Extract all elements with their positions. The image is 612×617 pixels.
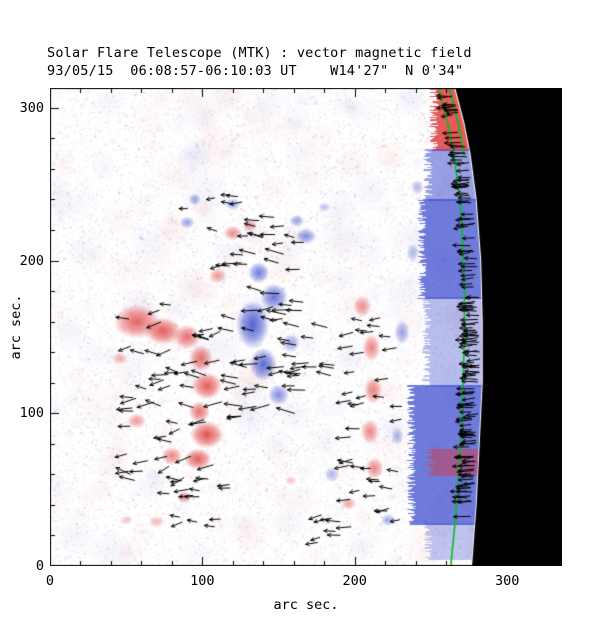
plot-title: Solar Flare Telescope (MTK) : vector mag…: [47, 45, 472, 61]
x-tick-label: 0: [45, 573, 55, 589]
x-tick-label: 200: [342, 573, 367, 589]
y-axis-label: arc sec.: [8, 294, 24, 360]
plot-subtitle: 93/05/15 06:08:57-06:10:03 UT W14'27" N …: [47, 63, 464, 79]
y-tick-label: 200: [19, 252, 44, 269]
magnetogram-plot: [50, 88, 562, 566]
y-tick-label: 0: [35, 558, 44, 574]
x-tick-label: 300: [494, 573, 520, 589]
y-tick-label: 100: [19, 405, 44, 422]
x-tick-label: 100: [190, 573, 215, 589]
y-tick-label: 300: [19, 99, 44, 116]
x-axis-label: arc sec.: [273, 597, 339, 613]
